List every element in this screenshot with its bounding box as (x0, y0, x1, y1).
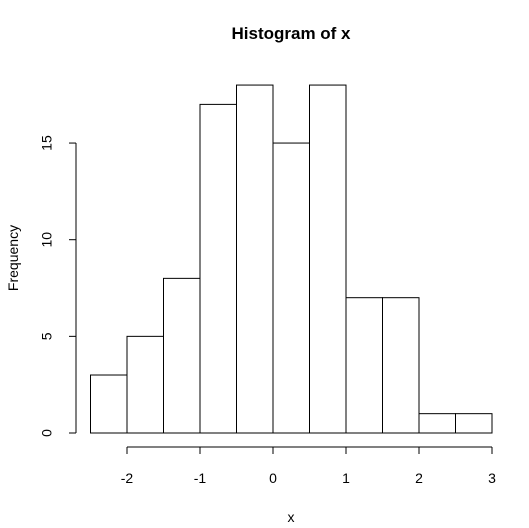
histogram-bar-2 (163, 277, 201, 434)
histogram-bar-1 (126, 335, 164, 434)
x-tick-label-0: -2 (121, 470, 134, 486)
y-axis: 0 5 10 15 (39, 135, 77, 437)
histogram-bar-4 (236, 84, 274, 434)
histogram-bar-7 (345, 297, 383, 434)
histogram-bar-5 (272, 142, 310, 434)
histogram-bar-8 (382, 297, 420, 434)
y-tick-label-3: 15 (39, 135, 55, 151)
x-tick-label-1: -1 (194, 470, 207, 486)
x-tick-label-4: 2 (415, 470, 423, 486)
y-tick-label-1: 5 (39, 332, 55, 340)
histogram-bar-9 (418, 413, 456, 434)
x-tick-label-5: 3 (488, 470, 496, 486)
x-tick-label-2: 0 (269, 470, 277, 486)
y-tick-label-2: 10 (39, 232, 55, 248)
histogram-bar-6 (309, 84, 347, 434)
histogram-bar-10 (455, 413, 493, 434)
y-axis-label: Frequency (5, 225, 21, 291)
chart-title: Histogram of x (231, 24, 351, 43)
x-axis-label: x (288, 509, 295, 525)
histogram-bar-3 (199, 103, 237, 434)
bars-group (90, 84, 493, 434)
y-tick-label-0: 0 (39, 429, 55, 437)
x-axis: -2 -1 0 1 2 3 (121, 446, 496, 486)
x-tick-label-3: 1 (342, 470, 350, 486)
histogram-bar-0 (90, 374, 128, 434)
